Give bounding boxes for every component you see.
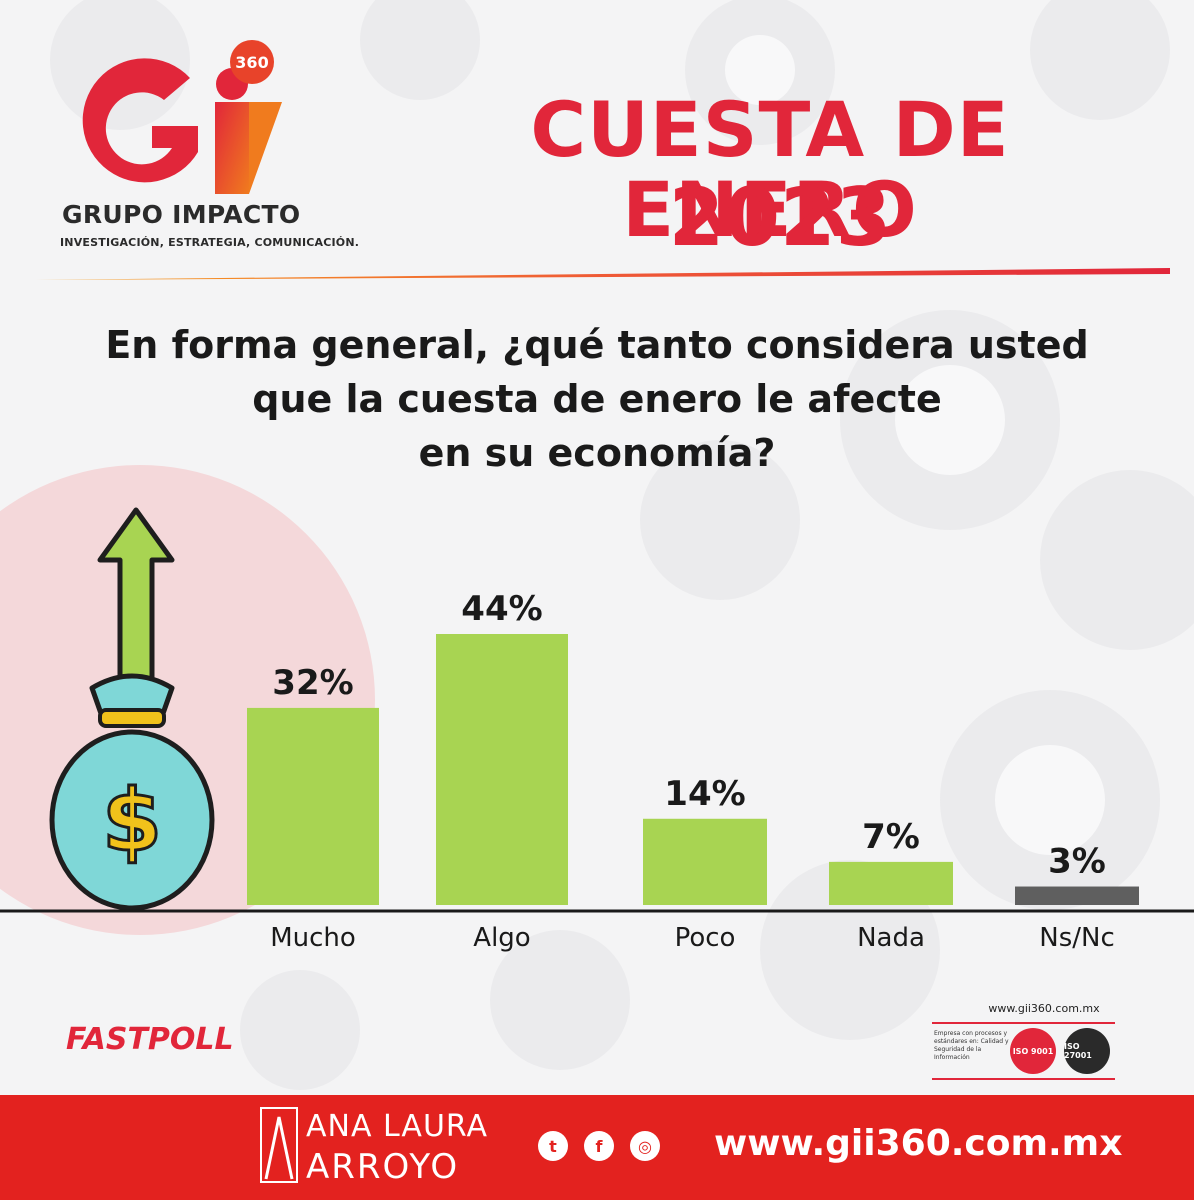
title-divider bbox=[36, 268, 1170, 280]
iso-9001-badge: ISO 9001 bbox=[1010, 1028, 1056, 1074]
brand-logo bbox=[82, 58, 282, 194]
bar-nada bbox=[829, 861, 953, 905]
footer-name-line1: ANA LAURA bbox=[306, 1109, 489, 1144]
bar-nsnc bbox=[1015, 886, 1139, 905]
bar-algo bbox=[436, 634, 568, 905]
category-label: Algo bbox=[473, 923, 530, 953]
bar-value-label: 44% bbox=[461, 589, 542, 629]
bar-chart: $ 32% Mucho 44% Algo 14% Poco 7% Nada 3% Ns/Nc bbox=[0, 507, 1194, 953]
question-line2: que la cuesta de enero le afecte bbox=[252, 377, 942, 421]
brand-tagline: INVESTIGACIÓN, ESTRATEGIA, COMUNICACIÓN. bbox=[60, 236, 360, 249]
money-bag-arrow-up-icon: $ bbox=[49, 507, 215, 911]
logo-360-badge: 360 bbox=[230, 40, 274, 84]
category-label: Nada bbox=[857, 923, 925, 953]
question-line3: en su economía? bbox=[418, 431, 776, 475]
footer-bar: ANA LAURA ARROYO t f ◎ www.gii360.com.mx bbox=[0, 1095, 1194, 1200]
certification-text: Empresa con procesos y estándares en: Ca… bbox=[934, 1030, 1009, 1061]
bar-mucho bbox=[247, 707, 379, 905]
twitter-icon[interactable]: t bbox=[538, 1131, 568, 1161]
facebook-icon[interactable]: f bbox=[584, 1131, 614, 1161]
category-label: Poco bbox=[675, 923, 736, 953]
bar-value-label: 7% bbox=[862, 817, 920, 857]
title-line2: 2023 bbox=[668, 171, 892, 264]
instagram-icon[interactable]: ◎ bbox=[630, 1131, 660, 1161]
iso-27001-badge: ISO 27001 bbox=[1064, 1028, 1110, 1074]
survey-question: En forma general, ¿qué tanto considera u… bbox=[40, 318, 1154, 480]
category-label: Mucho bbox=[270, 923, 356, 953]
ana-laura-arroyo-logo-icon bbox=[260, 1107, 298, 1183]
bar-value-label: 3% bbox=[1048, 842, 1106, 882]
question-line1: En forma general, ¿qué tanto considera u… bbox=[105, 323, 1089, 367]
certification-url: www.gii360.com.mx bbox=[988, 1002, 1100, 1015]
footer-url[interactable]: www.gii360.com.mx bbox=[714, 1123, 1123, 1164]
certification-box: Empresa con procesos y estándares en: Ca… bbox=[932, 1022, 1115, 1080]
fastpoll-label: FASTPOLL bbox=[66, 1022, 234, 1057]
footer-name-line2: ARROYO bbox=[306, 1147, 460, 1187]
bar-value-label: 32% bbox=[272, 663, 353, 703]
bar-value-label: 14% bbox=[664, 774, 745, 814]
brand-name: GRUPO IMPACTO bbox=[62, 200, 301, 229]
category-label: Ns/Nc bbox=[1039, 923, 1115, 953]
bag-symbol: $ bbox=[102, 771, 162, 871]
bar-poco bbox=[643, 818, 767, 905]
title-line1: CUESTA DE ENERO bbox=[530, 85, 1010, 254]
